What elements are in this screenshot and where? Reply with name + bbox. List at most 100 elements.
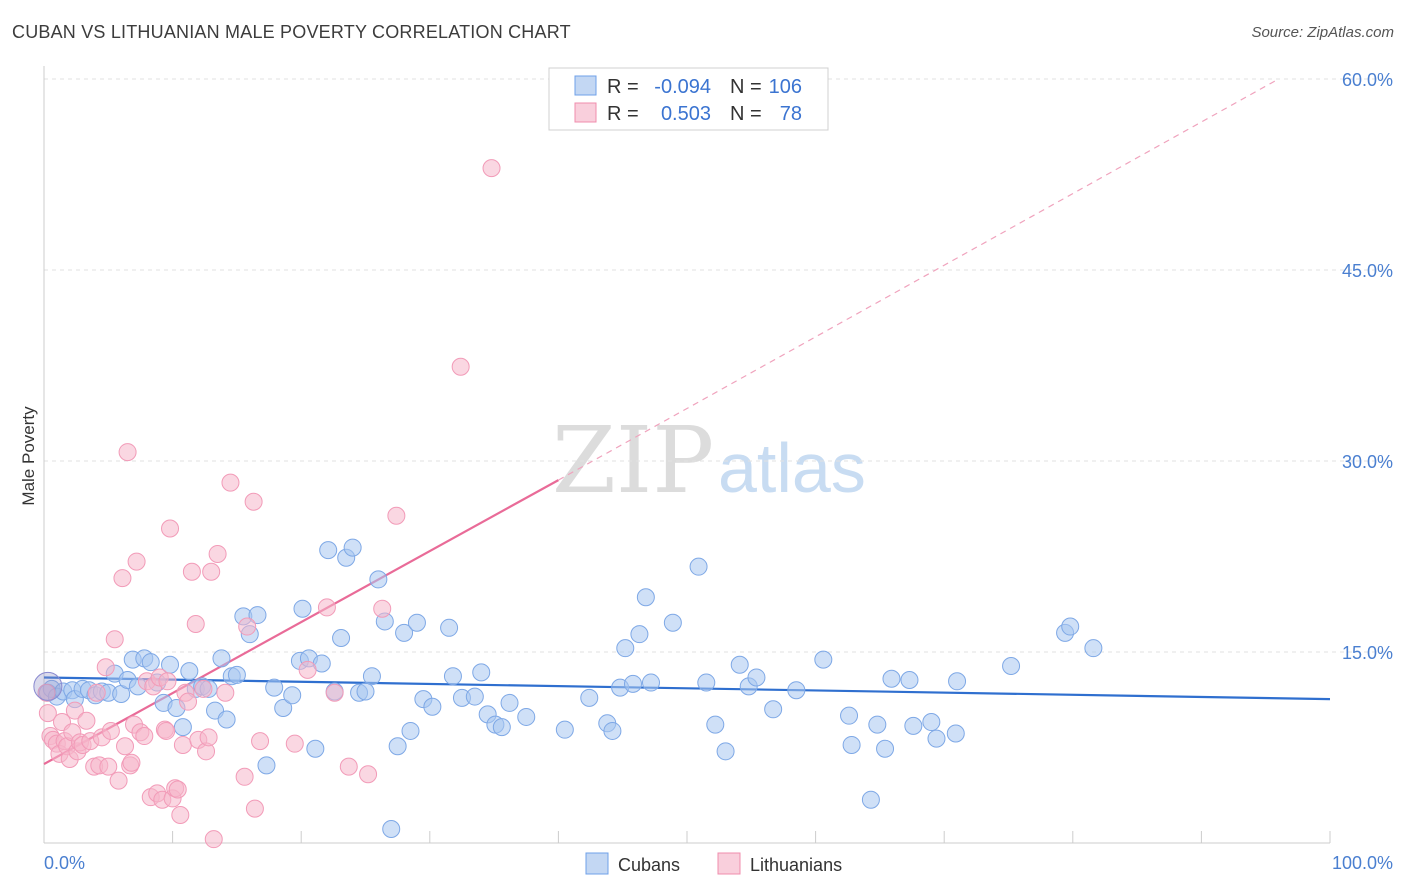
lithuanians-trend-line (43, 479, 559, 766)
lithuanians-point (109, 771, 128, 790)
cubans-point (465, 687, 484, 706)
cubans-point (1061, 617, 1080, 636)
cubans-point (946, 724, 965, 743)
cubans-point (443, 667, 462, 686)
lithuanians-point (317, 598, 336, 617)
cubans-point (492, 718, 511, 737)
lithuanians-point (199, 728, 218, 747)
tick-labels: 15.0% 30.0% 45.0% 60.0% 0.0% 100.0% (44, 70, 1393, 873)
cubans-point (641, 673, 660, 692)
cubans-point (180, 662, 199, 681)
cubans-point (861, 790, 880, 809)
lithuanians-point (235, 767, 254, 786)
data-points (33, 159, 1103, 849)
cubans-point (440, 618, 459, 637)
cubans-trend-line (43, 676, 1331, 701)
cubans-point (747, 668, 766, 687)
watermark-atlas: atlas (718, 429, 866, 507)
cubans-point (1084, 639, 1103, 658)
cubans-point (293, 599, 312, 618)
legend-n-label-1: N = (730, 76, 762, 98)
cubans-point (922, 713, 941, 732)
lithuanians-point (77, 711, 96, 730)
lithuanians-point (118, 443, 137, 462)
cubans-point (580, 688, 599, 707)
lithuanians-point (186, 614, 205, 633)
cubans-point (730, 655, 749, 674)
cubans-point (500, 693, 519, 712)
legend-n-value-2: 78 (780, 103, 802, 125)
bottom-legend-swatch-cubans (585, 852, 609, 875)
cubans-point (395, 623, 414, 642)
lithuanians-point (96, 658, 115, 677)
legend-n-value-1: 106 (769, 76, 802, 98)
lithuanians-point (359, 765, 378, 784)
lithuanians-point (161, 519, 180, 538)
lithuanians-point (87, 683, 106, 702)
y-tick-label: 60.0% (1342, 70, 1393, 90)
cubans-point (472, 663, 491, 682)
legend-swatch-cubans (574, 75, 597, 96)
watermark-zip: ZIP (552, 407, 714, 514)
lithuanians-point (113, 569, 132, 588)
series-legend: Cubans Lithuanians (585, 852, 842, 875)
legend-r-label-2: R = (607, 103, 639, 125)
cubans-point (616, 639, 635, 658)
cubans-point (217, 710, 236, 729)
y-tick-label: 15.0% (1342, 643, 1393, 663)
cubans-point (382, 819, 401, 838)
lithuanians-point (387, 506, 406, 525)
lithuanians-point (298, 660, 317, 679)
lithuanians-point (116, 737, 135, 756)
lithuanians-point (202, 562, 221, 581)
cubans-point (716, 742, 735, 761)
legend-r-value-2: 0.503 (661, 103, 711, 125)
lithuanians-point (171, 805, 190, 824)
lithuanians-point (221, 473, 240, 492)
cubans-point (948, 672, 967, 691)
lithuanians-point (482, 159, 501, 178)
lithuanians-point (122, 753, 141, 772)
correlation-legend: R = -0.094 N = 106 R = 0.503 N = 78 (548, 67, 829, 131)
lithuanians-point (325, 683, 344, 702)
cubans-point (689, 557, 708, 576)
lithuanians-point (339, 757, 358, 776)
cubans-point (141, 653, 160, 672)
cubans-point (630, 625, 649, 644)
cubans-point (332, 628, 351, 647)
lithuanians-point (101, 721, 120, 740)
cubans-point (1002, 657, 1021, 676)
cubans-point (814, 650, 833, 669)
cubans-point (787, 681, 806, 700)
x-tick-label: 100.0% (1332, 853, 1393, 873)
y-tick-label: 30.0% (1342, 452, 1393, 472)
cubans-point (663, 613, 682, 632)
cubans-point (401, 721, 420, 740)
legend-n-label-2: N = (730, 103, 762, 125)
lithuanians-point (216, 683, 235, 702)
lithuanians-point (182, 562, 201, 581)
cubans-point (904, 716, 923, 735)
cubans-point (842, 735, 861, 754)
lithuanians-point (285, 734, 304, 753)
cubans-point (764, 700, 783, 719)
cubans-point (927, 729, 946, 748)
cubans-point (517, 707, 536, 726)
lithuanians-point (158, 672, 177, 691)
lithuanians-point (37, 683, 56, 702)
lithuanians-point (238, 617, 257, 636)
cubans-point (227, 665, 246, 684)
cubans-point (362, 667, 381, 686)
lithuanians-point (135, 727, 154, 746)
lithuanians-trend-extension (558, 78, 1279, 481)
cubans-point (306, 739, 325, 758)
cubans-point (212, 649, 231, 668)
lithuanians-point (194, 679, 213, 698)
lithuanians-point (173, 735, 192, 754)
y-tick-label: 45.0% (1342, 261, 1393, 281)
y-axis-label: Male Poverty (19, 406, 38, 506)
lithuanians-point (451, 357, 470, 376)
cubans-point (369, 570, 388, 589)
cubans-point (388, 737, 407, 756)
